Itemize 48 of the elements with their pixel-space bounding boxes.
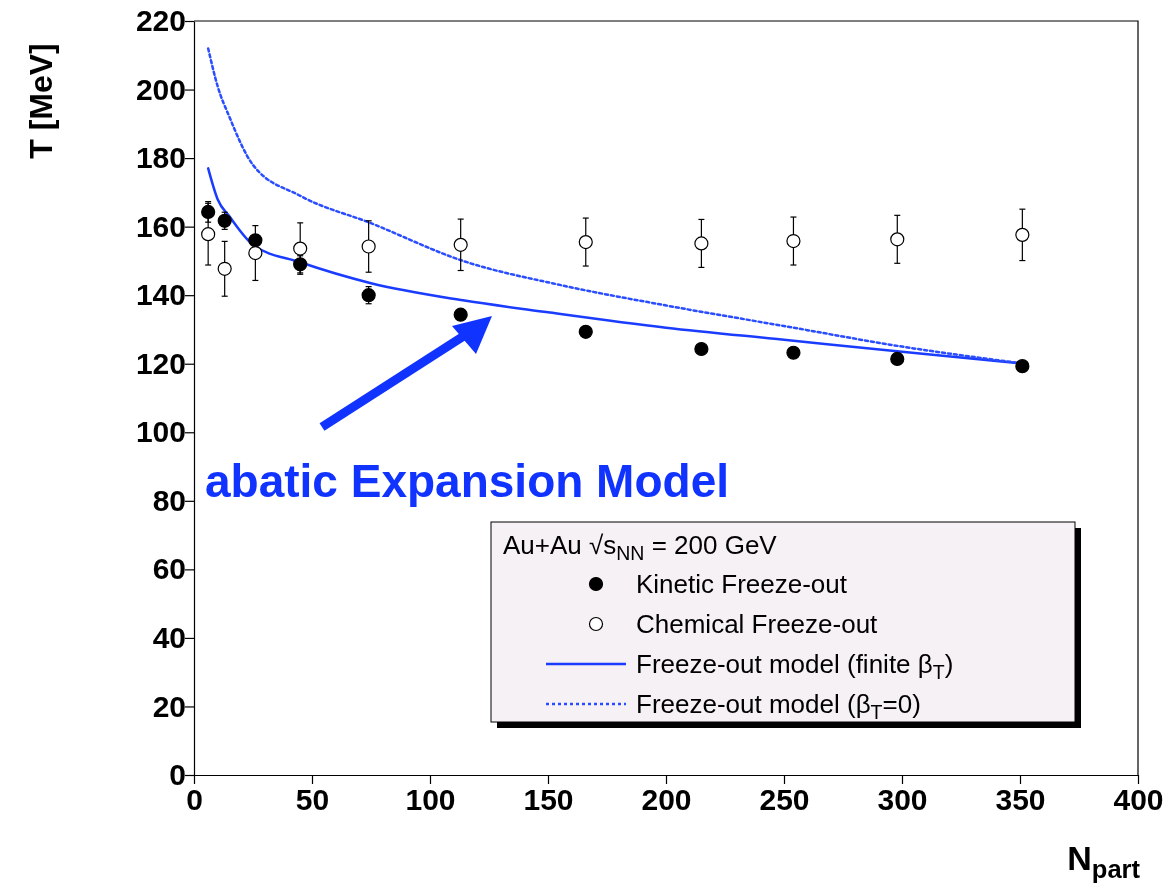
point bbox=[361, 288, 376, 303]
point bbox=[578, 234, 593, 250]
point bbox=[1015, 227, 1030, 242]
point bbox=[694, 236, 709, 251]
x-tick-label: 200 bbox=[641, 783, 692, 817]
point bbox=[248, 245, 263, 261]
point bbox=[578, 324, 593, 339]
x-tick-label: 100 bbox=[405, 783, 456, 817]
point bbox=[293, 241, 308, 256]
y-tick-label: 180 bbox=[135, 141, 186, 175]
x-tick-label: 250 bbox=[759, 783, 810, 817]
y-axis-title: T [MeV] bbox=[23, 43, 59, 159]
point bbox=[453, 237, 468, 252]
x-axis-title: N$_{part}$ bbox=[1067, 839, 1141, 883]
point bbox=[217, 213, 232, 228]
x-tick-label: 50 bbox=[295, 783, 330, 817]
point bbox=[890, 232, 905, 247]
legend-label: Freeze-out model (β$_{T}$=0) bbox=[636, 689, 921, 724]
x-tick-label: 350 bbox=[995, 783, 1046, 817]
point bbox=[786, 233, 801, 249]
x-tick-label: 300 bbox=[877, 783, 928, 817]
y-tick-label: 140 bbox=[135, 278, 186, 312]
y-tick-label: 0 bbox=[169, 758, 186, 792]
y-tick-label: 100 bbox=[135, 415, 186, 449]
y-tick-label: 80 bbox=[152, 483, 186, 517]
legend-title: Au+Au √s$_{NN}$ = 200 GeV bbox=[503, 530, 778, 564]
x-tick-label: 150 bbox=[523, 783, 574, 817]
y-tick-label: 220 bbox=[135, 4, 186, 38]
y-tick-label: 60 bbox=[152, 552, 186, 586]
legend-label: Freeze-out model (finite β$_{T}$) bbox=[636, 649, 954, 684]
point bbox=[217, 261, 232, 276]
point bbox=[786, 345, 801, 360]
y-tick-label: 200 bbox=[135, 72, 186, 106]
point bbox=[201, 204, 216, 219]
annotation: abatic Expansion Model bbox=[205, 455, 729, 507]
point bbox=[201, 227, 216, 242]
x-tick-label: 400 bbox=[1113, 783, 1164, 817]
y-tick-label: 120 bbox=[135, 346, 186, 380]
y-tick-label: 160 bbox=[135, 209, 186, 243]
legend-label: Chemical Freeze-out bbox=[636, 609, 879, 640]
y-tick-label: 20 bbox=[152, 689, 186, 723]
point bbox=[453, 307, 468, 322]
legend-label: Kinetic Freeze-out bbox=[636, 569, 848, 600]
y-tick-label: 40 bbox=[152, 621, 186, 655]
point bbox=[694, 341, 709, 357]
point bbox=[1015, 359, 1030, 374]
point bbox=[361, 239, 376, 254]
point bbox=[890, 351, 905, 367]
